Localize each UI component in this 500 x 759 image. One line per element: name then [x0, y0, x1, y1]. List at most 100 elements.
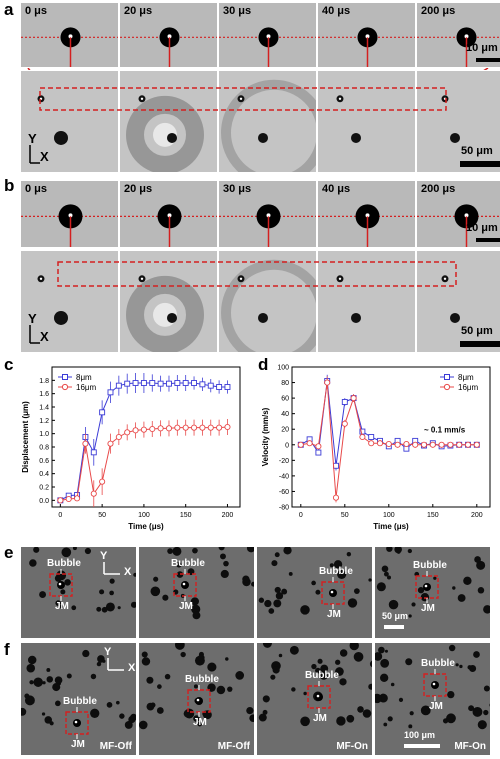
panel-a-particle-top-1	[120, 27, 217, 67]
y-tick-label: 0.2	[39, 485, 49, 492]
panel-b-frame-top-3: 40 μs	[317, 180, 416, 248]
panel-a-axis-y: Y	[28, 131, 37, 146]
panel-a-particle-top-2	[219, 27, 316, 67]
data-point	[333, 462, 339, 469]
data-point	[132, 427, 139, 434]
panel-a-particle-top-0	[21, 27, 118, 67]
panel-b-time-label: 200 μs	[421, 183, 456, 195]
data-point	[65, 495, 72, 503]
panel-a-scale-top-label: 10 μm	[466, 42, 498, 54]
panel-b-field-bottom-3	[336, 275, 361, 323]
panel-a-scale-bottom-bar	[460, 161, 500, 167]
plot-frame	[51, 366, 241, 508]
data-point	[115, 382, 122, 389]
panel-f-frame-1: Bubble JM MF-Off	[138, 642, 255, 756]
y-tick-label: 0.0	[39, 498, 49, 505]
data-point	[207, 424, 214, 431]
panel-f-axis-x: X	[128, 662, 136, 674]
panel-e-frame-3: Bubble JM	[374, 546, 491, 639]
data-point	[107, 389, 114, 396]
panel-a-frame-bottom-4	[416, 70, 500, 173]
panel-f-condition-label: MF-Off	[99, 741, 132, 752]
data-point	[376, 440, 384, 447]
panel-b-frame-top-0: 0 μs	[20, 180, 119, 248]
data-point	[165, 425, 173, 432]
panel-f-scale-bar	[404, 744, 440, 748]
y-tick-label: 1.2	[39, 418, 49, 425]
data-point	[315, 449, 322, 456]
panel-b-frame-bottom-4	[416, 250, 500, 353]
y-axis-label: Displacement (μm)	[21, 401, 30, 473]
data-point	[124, 380, 131, 387]
panel-e-frame-0: Bubble JM	[20, 546, 137, 639]
data-point	[297, 441, 304, 448]
data-point	[359, 433, 366, 441]
y-tick-label: -40	[279, 473, 289, 480]
panel-label-a: a	[4, 0, 14, 19]
x-tick-label: 150	[180, 512, 192, 519]
data-point	[306, 440, 313, 447]
data-point	[166, 380, 172, 387]
data-point	[394, 441, 401, 448]
panel-f-axis-y: Y	[104, 646, 112, 658]
panel-e-scale-label: 50 μm	[382, 611, 409, 621]
y-axis-label: Velocity (mm/s)	[261, 407, 270, 466]
panel-f-jm-label: JM	[71, 739, 85, 750]
legend-entry: 8μm	[76, 373, 92, 382]
panel-b-frame-bottom-2	[218, 250, 317, 353]
y-tick-label: 20	[281, 427, 289, 434]
data-point	[368, 434, 375, 440]
data-point	[456, 441, 463, 448]
panel-b-frame-top-4: 200 μs	[416, 180, 500, 248]
panel-e-jm-label: JM	[179, 601, 193, 612]
panel-e-particles-1	[150, 547, 254, 620]
data-point	[324, 379, 331, 386]
data-point	[115, 433, 122, 441]
y-tick-label: -60	[279, 489, 289, 496]
panel-a-frame-bottom-1	[119, 70, 218, 173]
y-tick-label: 0.6	[39, 458, 49, 465]
panel-b-axis-x: X	[40, 329, 49, 344]
data-point	[438, 441, 445, 448]
panel-b-particle-top-4	[417, 204, 500, 247]
plot-frame	[291, 366, 491, 508]
panel-a-axes-arrow-icon	[29, 145, 40, 164]
panel-e-jm-label: JM	[55, 601, 69, 612]
panel-a-particle-top-4	[417, 27, 500, 67]
data-point	[90, 490, 97, 497]
displacement-chart: 0 50 100 150 200 0.0 0.2 0.4 0.6 0.8 1.0 1.2 1.4 1.6 1…	[21, 366, 241, 531]
panel-e-bubble-label: Bubble	[47, 558, 81, 569]
data-point	[412, 441, 419, 448]
legend-entry: 16μm	[76, 383, 97, 392]
y-tick-label: 1.0	[39, 431, 49, 438]
data-point	[385, 440, 392, 448]
data-point	[99, 478, 106, 485]
x-tick-label: 100	[138, 512, 150, 519]
panel-e-frame-1: Bubble JM	[138, 546, 255, 639]
legend-entry: 16μm	[458, 383, 479, 392]
panel-f-particles-3	[375, 644, 490, 730]
panel-f-frame-2: Bubble JM MF-On	[256, 642, 373, 756]
data-point	[199, 381, 206, 388]
panel-b-field-bottom-4	[441, 275, 460, 323]
panel-e-frame-2: Bubble JM	[256, 546, 373, 639]
data-point	[216, 384, 223, 390]
x-tick-label: 50	[98, 512, 106, 519]
y-tick-label: 100	[277, 365, 289, 372]
data-point	[107, 440, 114, 447]
panel-b-scale-top-bar	[476, 238, 500, 242]
panel-a-particle-top-3	[318, 27, 415, 67]
panel-a-frame-bottom-0	[20, 70, 119, 173]
panel-f-jm-label: JM	[313, 713, 327, 724]
data-point	[199, 424, 206, 431]
data-point	[174, 380, 181, 386]
data-point	[182, 380, 189, 386]
data-point	[99, 409, 106, 416]
x-tick-label: 0	[58, 512, 62, 519]
panel-b-field-bottom-0	[37, 275, 68, 325]
x-tick-label: 200	[222, 512, 234, 519]
panel-a-time-label: 20 μs	[124, 5, 153, 17]
panel-a-frame-top-3: 40 μs	[317, 2, 416, 68]
y-tick-label: 0.4	[39, 471, 49, 478]
panel-a-frame-bottom-3	[317, 70, 416, 173]
